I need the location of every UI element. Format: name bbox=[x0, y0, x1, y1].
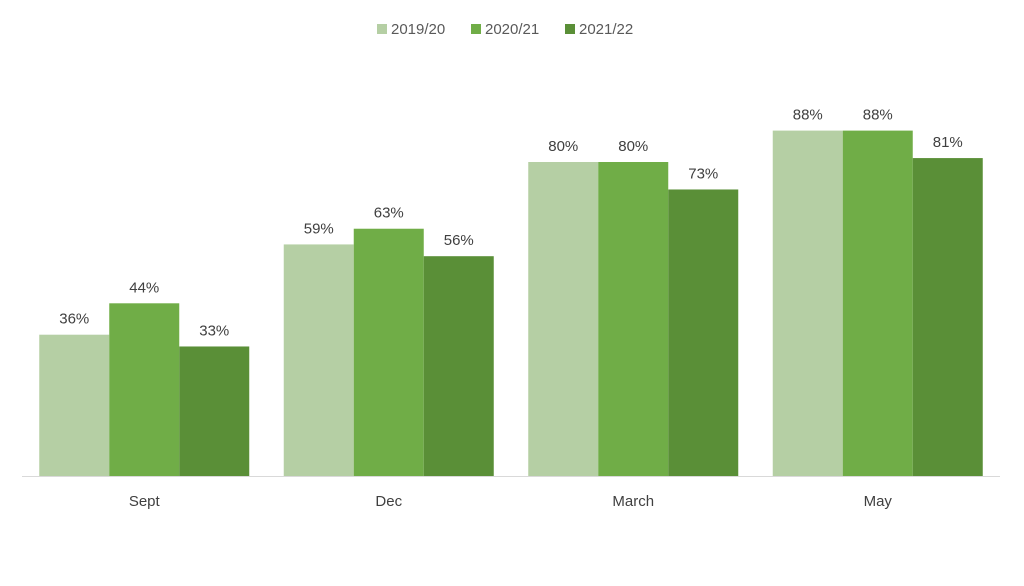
x-tick-label: Sept bbox=[129, 493, 161, 510]
bar-dec-2021-22 bbox=[423, 256, 494, 476]
legend-swatch bbox=[471, 24, 481, 34]
data-label: 73% bbox=[688, 165, 718, 182]
legend-swatch bbox=[565, 24, 575, 34]
data-label: 88% bbox=[863, 107, 893, 124]
bar-sept-2020-21 bbox=[109, 303, 180, 476]
data-label: 81% bbox=[933, 134, 963, 151]
bar-march-2020-21 bbox=[598, 162, 669, 476]
data-label: 33% bbox=[199, 322, 229, 339]
bar-sept-2019-20 bbox=[39, 334, 110, 476]
bar-may-2021-22 bbox=[912, 158, 983, 476]
x-tick-labels: Sept Dec March May bbox=[129, 493, 893, 510]
data-label: 44% bbox=[129, 279, 159, 296]
data-label: 80% bbox=[548, 138, 578, 155]
legend-label: 2019/20 bbox=[391, 21, 445, 38]
bar-sept-2021-22 bbox=[179, 346, 250, 476]
data-label: 59% bbox=[304, 220, 334, 237]
bar-may-2019-20 bbox=[772, 130, 843, 476]
bar-dec-2020-21 bbox=[353, 228, 424, 476]
bars bbox=[39, 130, 983, 476]
bar-march-2019-20 bbox=[528, 162, 599, 476]
x-tick-label: May bbox=[864, 493, 893, 510]
bar-may-2020-21 bbox=[842, 130, 913, 476]
bar-march-2021-22 bbox=[668, 189, 739, 476]
data-label: 88% bbox=[793, 107, 823, 124]
x-tick-label: March bbox=[612, 493, 654, 510]
bar-dec-2019-20 bbox=[283, 244, 354, 476]
legend-label: 2020/21 bbox=[485, 21, 539, 38]
legend: 2019/20 2020/21 2021/22 bbox=[377, 21, 633, 38]
x-tick-label: Dec bbox=[375, 493, 402, 510]
data-label: 63% bbox=[374, 205, 404, 222]
data-labels: 36% 44% 33% 59% 63% 56% 80% 80% 73% 88% 88% 81% bbox=[59, 107, 963, 340]
data-label: 56% bbox=[444, 232, 474, 249]
data-label: 36% bbox=[59, 311, 89, 328]
legend-swatch bbox=[377, 24, 387, 34]
legend-label: 2021/22 bbox=[579, 21, 633, 38]
data-label: 80% bbox=[618, 138, 648, 155]
